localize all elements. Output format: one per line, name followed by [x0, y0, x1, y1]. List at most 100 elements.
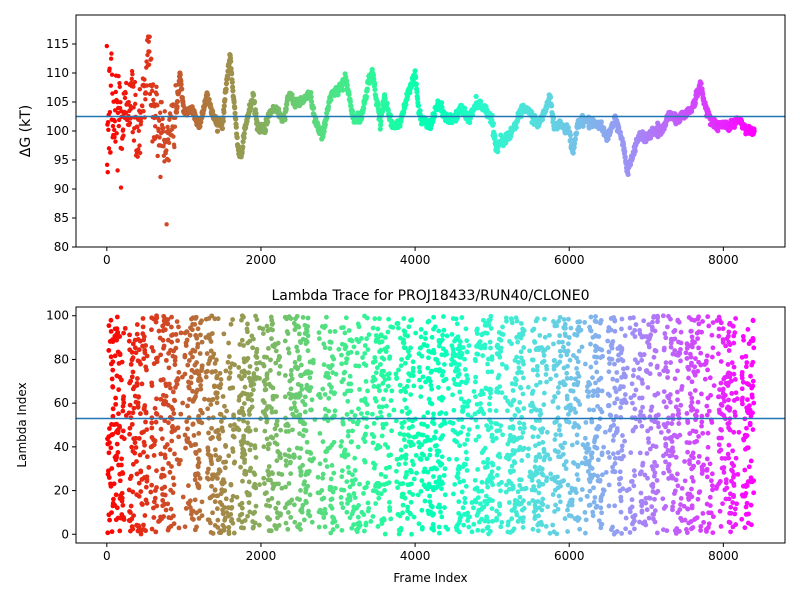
lambda-point: [183, 506, 189, 511]
lambda-point: [599, 452, 605, 458]
lambda-point: [127, 431, 132, 437]
lambda-point: [437, 504, 443, 510]
lambda-point: [433, 479, 439, 485]
lambda-point: [362, 343, 368, 348]
delta-g-point: [622, 148, 628, 154]
lambda-point: [278, 427, 284, 433]
lambda-point: [316, 330, 322, 335]
delta-g-point: [229, 79, 235, 85]
lambda-point: [557, 499, 563, 505]
lambda-point: [624, 365, 630, 371]
lambda-point: [247, 447, 253, 453]
lambda-point: [387, 499, 392, 505]
lambda-point: [663, 360, 669, 366]
delta-g-point: [137, 150, 143, 156]
lambda-point: [340, 420, 346, 425]
lambda-point: [441, 362, 447, 367]
lambda-point: [134, 382, 140, 388]
lambda-point: [182, 524, 188, 530]
lambda-point: [593, 360, 599, 366]
y-tick-label: 105: [46, 95, 69, 109]
lambda-point: [718, 320, 724, 326]
lambda-point: [575, 477, 581, 483]
lambda-point: [135, 376, 140, 381]
lambda-point: [376, 495, 382, 501]
lambda-point: [556, 454, 561, 460]
lambda-point: [323, 457, 328, 463]
lambda-point: [709, 332, 715, 338]
lambda-point: [544, 429, 550, 435]
lambda-point: [542, 454, 548, 460]
lambda-point: [401, 345, 407, 350]
delta-g-point: [627, 162, 634, 168]
lambda-point: [418, 488, 424, 494]
lambda-point: [217, 455, 223, 460]
lambda-point: [396, 461, 402, 467]
lambda-point: [272, 341, 278, 347]
lambda-point: [558, 483, 563, 489]
lambda-point: [153, 419, 159, 425]
lambda-point: [421, 341, 427, 347]
delta-g-point: [108, 83, 114, 88]
lambda-point: [513, 509, 519, 515]
lambda-point: [266, 464, 272, 469]
delta-g-point: [115, 99, 120, 105]
lambda-point: [689, 317, 695, 323]
lambda-point: [119, 434, 125, 440]
lambda-point: [541, 390, 547, 396]
lambda-point: [245, 420, 251, 426]
delta-g-point: [322, 121, 328, 128]
lambda-point: [450, 420, 456, 426]
lambda-point: [629, 497, 635, 503]
lambda-point: [108, 317, 114, 323]
lambda-point: [560, 379, 566, 385]
lambda-point: [644, 507, 650, 513]
lambda-point: [370, 514, 376, 519]
delta-g-point: [232, 110, 238, 116]
lambda-point: [148, 489, 154, 495]
delta-g-point: [132, 101, 138, 107]
lambda-point: [249, 397, 255, 403]
lambda-point: [322, 506, 328, 512]
lambda-point: [741, 436, 746, 442]
lambda-point: [217, 468, 223, 474]
delta-g-point: [155, 103, 160, 108]
lambda-point: [553, 502, 558, 508]
lambda-point: [698, 391, 704, 397]
lambda-point: [460, 424, 466, 430]
lambda-point: [496, 465, 501, 471]
lambda-point: [292, 519, 298, 525]
lambda-point: [316, 336, 322, 342]
lambda-point: [675, 397, 680, 403]
lambda-point: [372, 355, 378, 360]
lambda-point: [489, 460, 495, 466]
lambda-point: [248, 383, 254, 388]
lambda-point: [119, 359, 125, 365]
lambda-point: [739, 516, 745, 522]
lambda-point: [683, 350, 689, 356]
lambda-point: [563, 466, 569, 472]
delta-g-point: [112, 118, 118, 124]
lambda-point: [606, 369, 612, 375]
lambda-point: [152, 405, 158, 411]
delta-g-point: [106, 146, 112, 151]
lambda-point: [269, 336, 274, 342]
lambda-point: [317, 461, 323, 467]
lambda-point: [598, 521, 604, 527]
lambda-point: [256, 522, 262, 528]
lambda-point: [274, 432, 279, 438]
lambda-point: [684, 341, 690, 347]
lambda-point: [517, 494, 523, 500]
lambda-point: [483, 493, 489, 499]
lambda-point: [582, 320, 588, 325]
lambda-point: [671, 329, 677, 335]
lambda-point: [223, 368, 229, 374]
lambda-point: [554, 531, 560, 537]
lambda-point: [598, 494, 604, 500]
lambda-point: [466, 427, 472, 432]
lambda-point: [685, 364, 691, 370]
delta-g-point: [179, 86, 185, 92]
lambda-point: [718, 380, 724, 386]
lambda-point: [665, 375, 671, 380]
lambda-point: [450, 352, 456, 357]
